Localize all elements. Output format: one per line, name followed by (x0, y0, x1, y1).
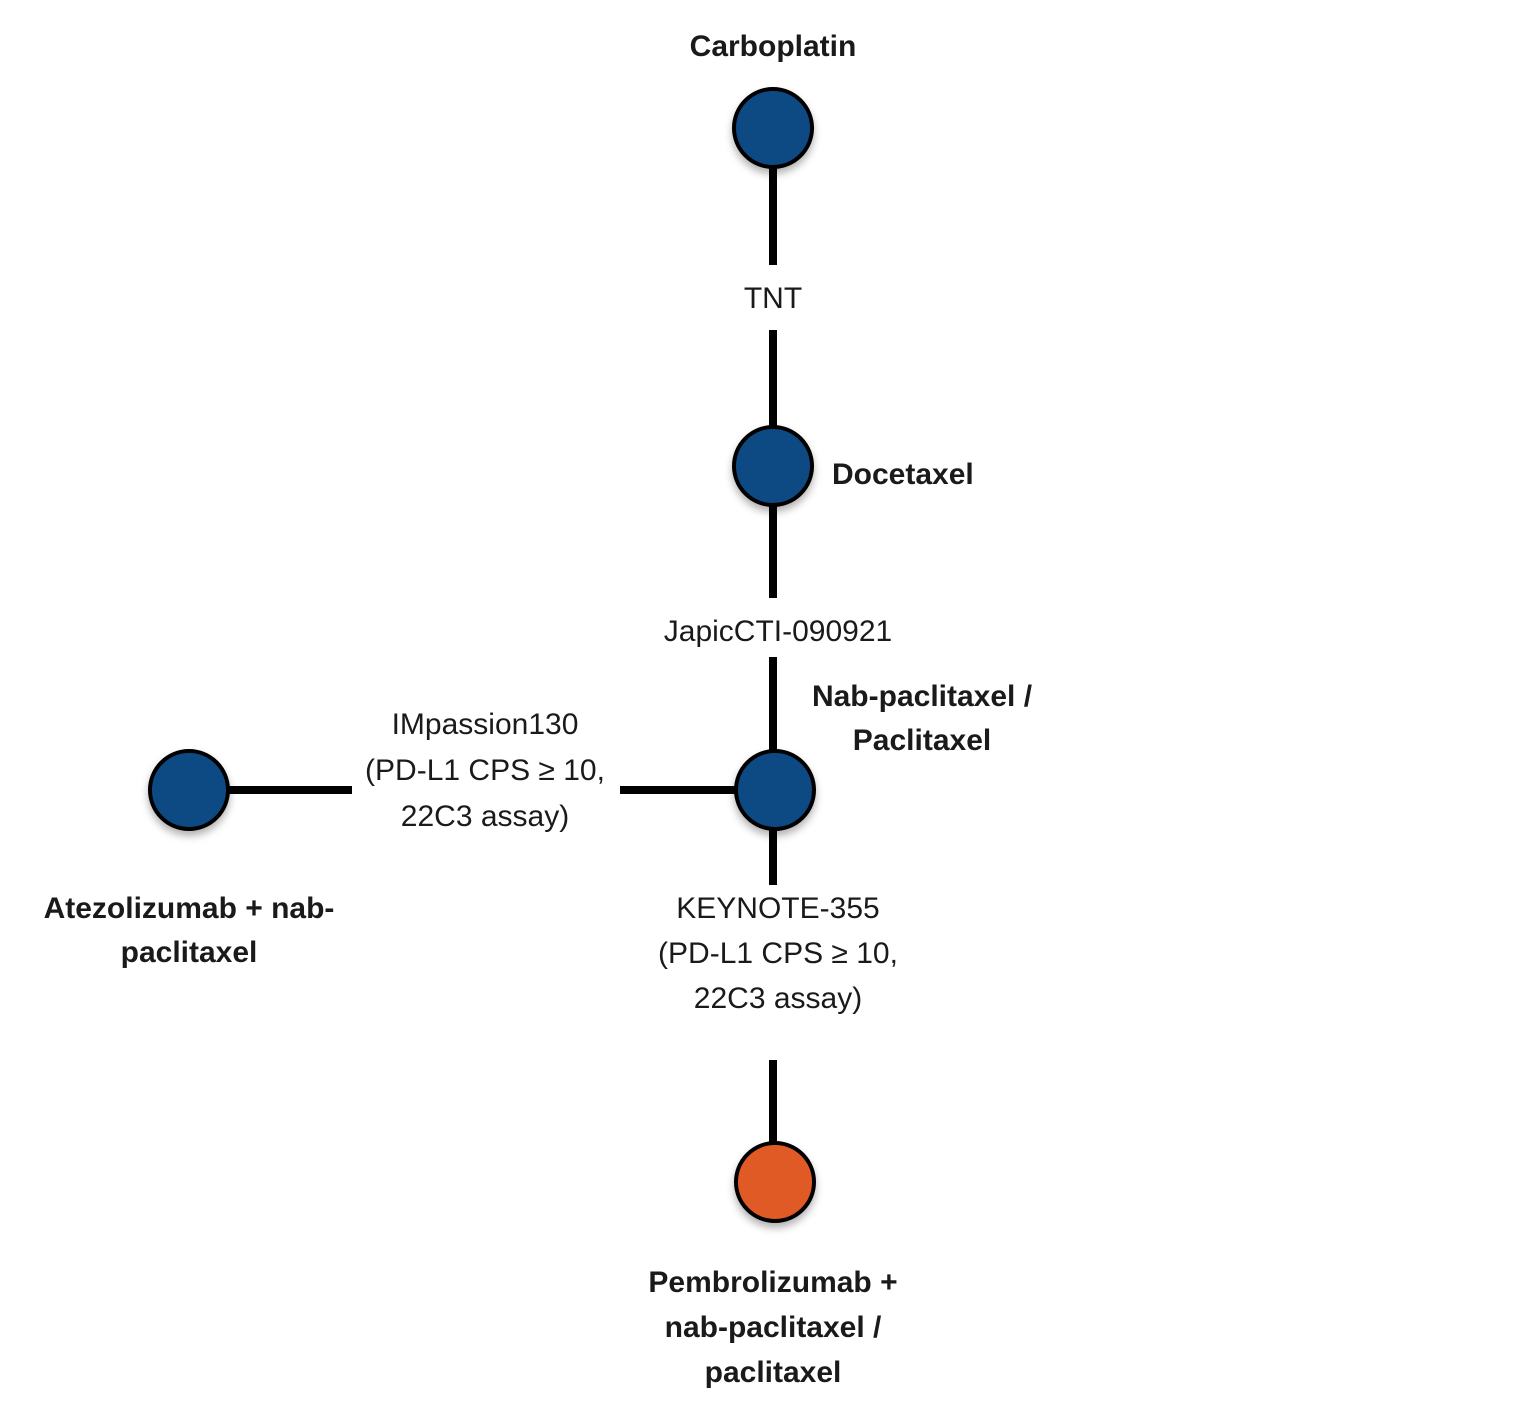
label-nab-paclitaxel-line2: Paclitaxel (853, 724, 991, 757)
label-pembrolizumab-line1: Pembrolizumab + (648, 1266, 897, 1299)
label-atezolizumab-line2: paclitaxel (121, 936, 258, 969)
node-docetaxel (732, 425, 814, 507)
node-atezolizumab (148, 749, 230, 831)
label-carboplatin: Carboplatin (690, 30, 857, 63)
edge-label-impassion-line2: (PD-L1 CPS ≥ 10, (365, 754, 605, 787)
label-docetaxel: Docetaxel (832, 458, 974, 491)
label-nab-paclitaxel-line1: Nab-paclitaxel / (812, 680, 1033, 713)
edge-label-tnt: TNT (744, 282, 802, 315)
edge-label-impassion-line3: 22C3 assay) (401, 800, 569, 833)
node-pembrolizumab (734, 1141, 816, 1223)
edge-label-japic: JapicCTI-090921 (664, 615, 892, 648)
node-nab-paclitaxel (734, 749, 816, 831)
label-atezolizumab-line1: Atezolizumab + nab- (44, 892, 335, 925)
label-pembrolizumab-line3: paclitaxel (705, 1356, 842, 1389)
edge-label-keynote-line1: KEYNOTE-355 (676, 892, 879, 925)
node-carboplatin (732, 87, 814, 169)
edge-label-keynote-line2: (PD-L1 CPS ≥ 10, (658, 937, 898, 970)
edge-label-keynote-line3: 22C3 assay) (694, 982, 862, 1015)
label-pembrolizumab-line2: nab-paclitaxel / (665, 1311, 882, 1344)
edge-label-impassion-line1: IMpassion130 (392, 708, 579, 741)
